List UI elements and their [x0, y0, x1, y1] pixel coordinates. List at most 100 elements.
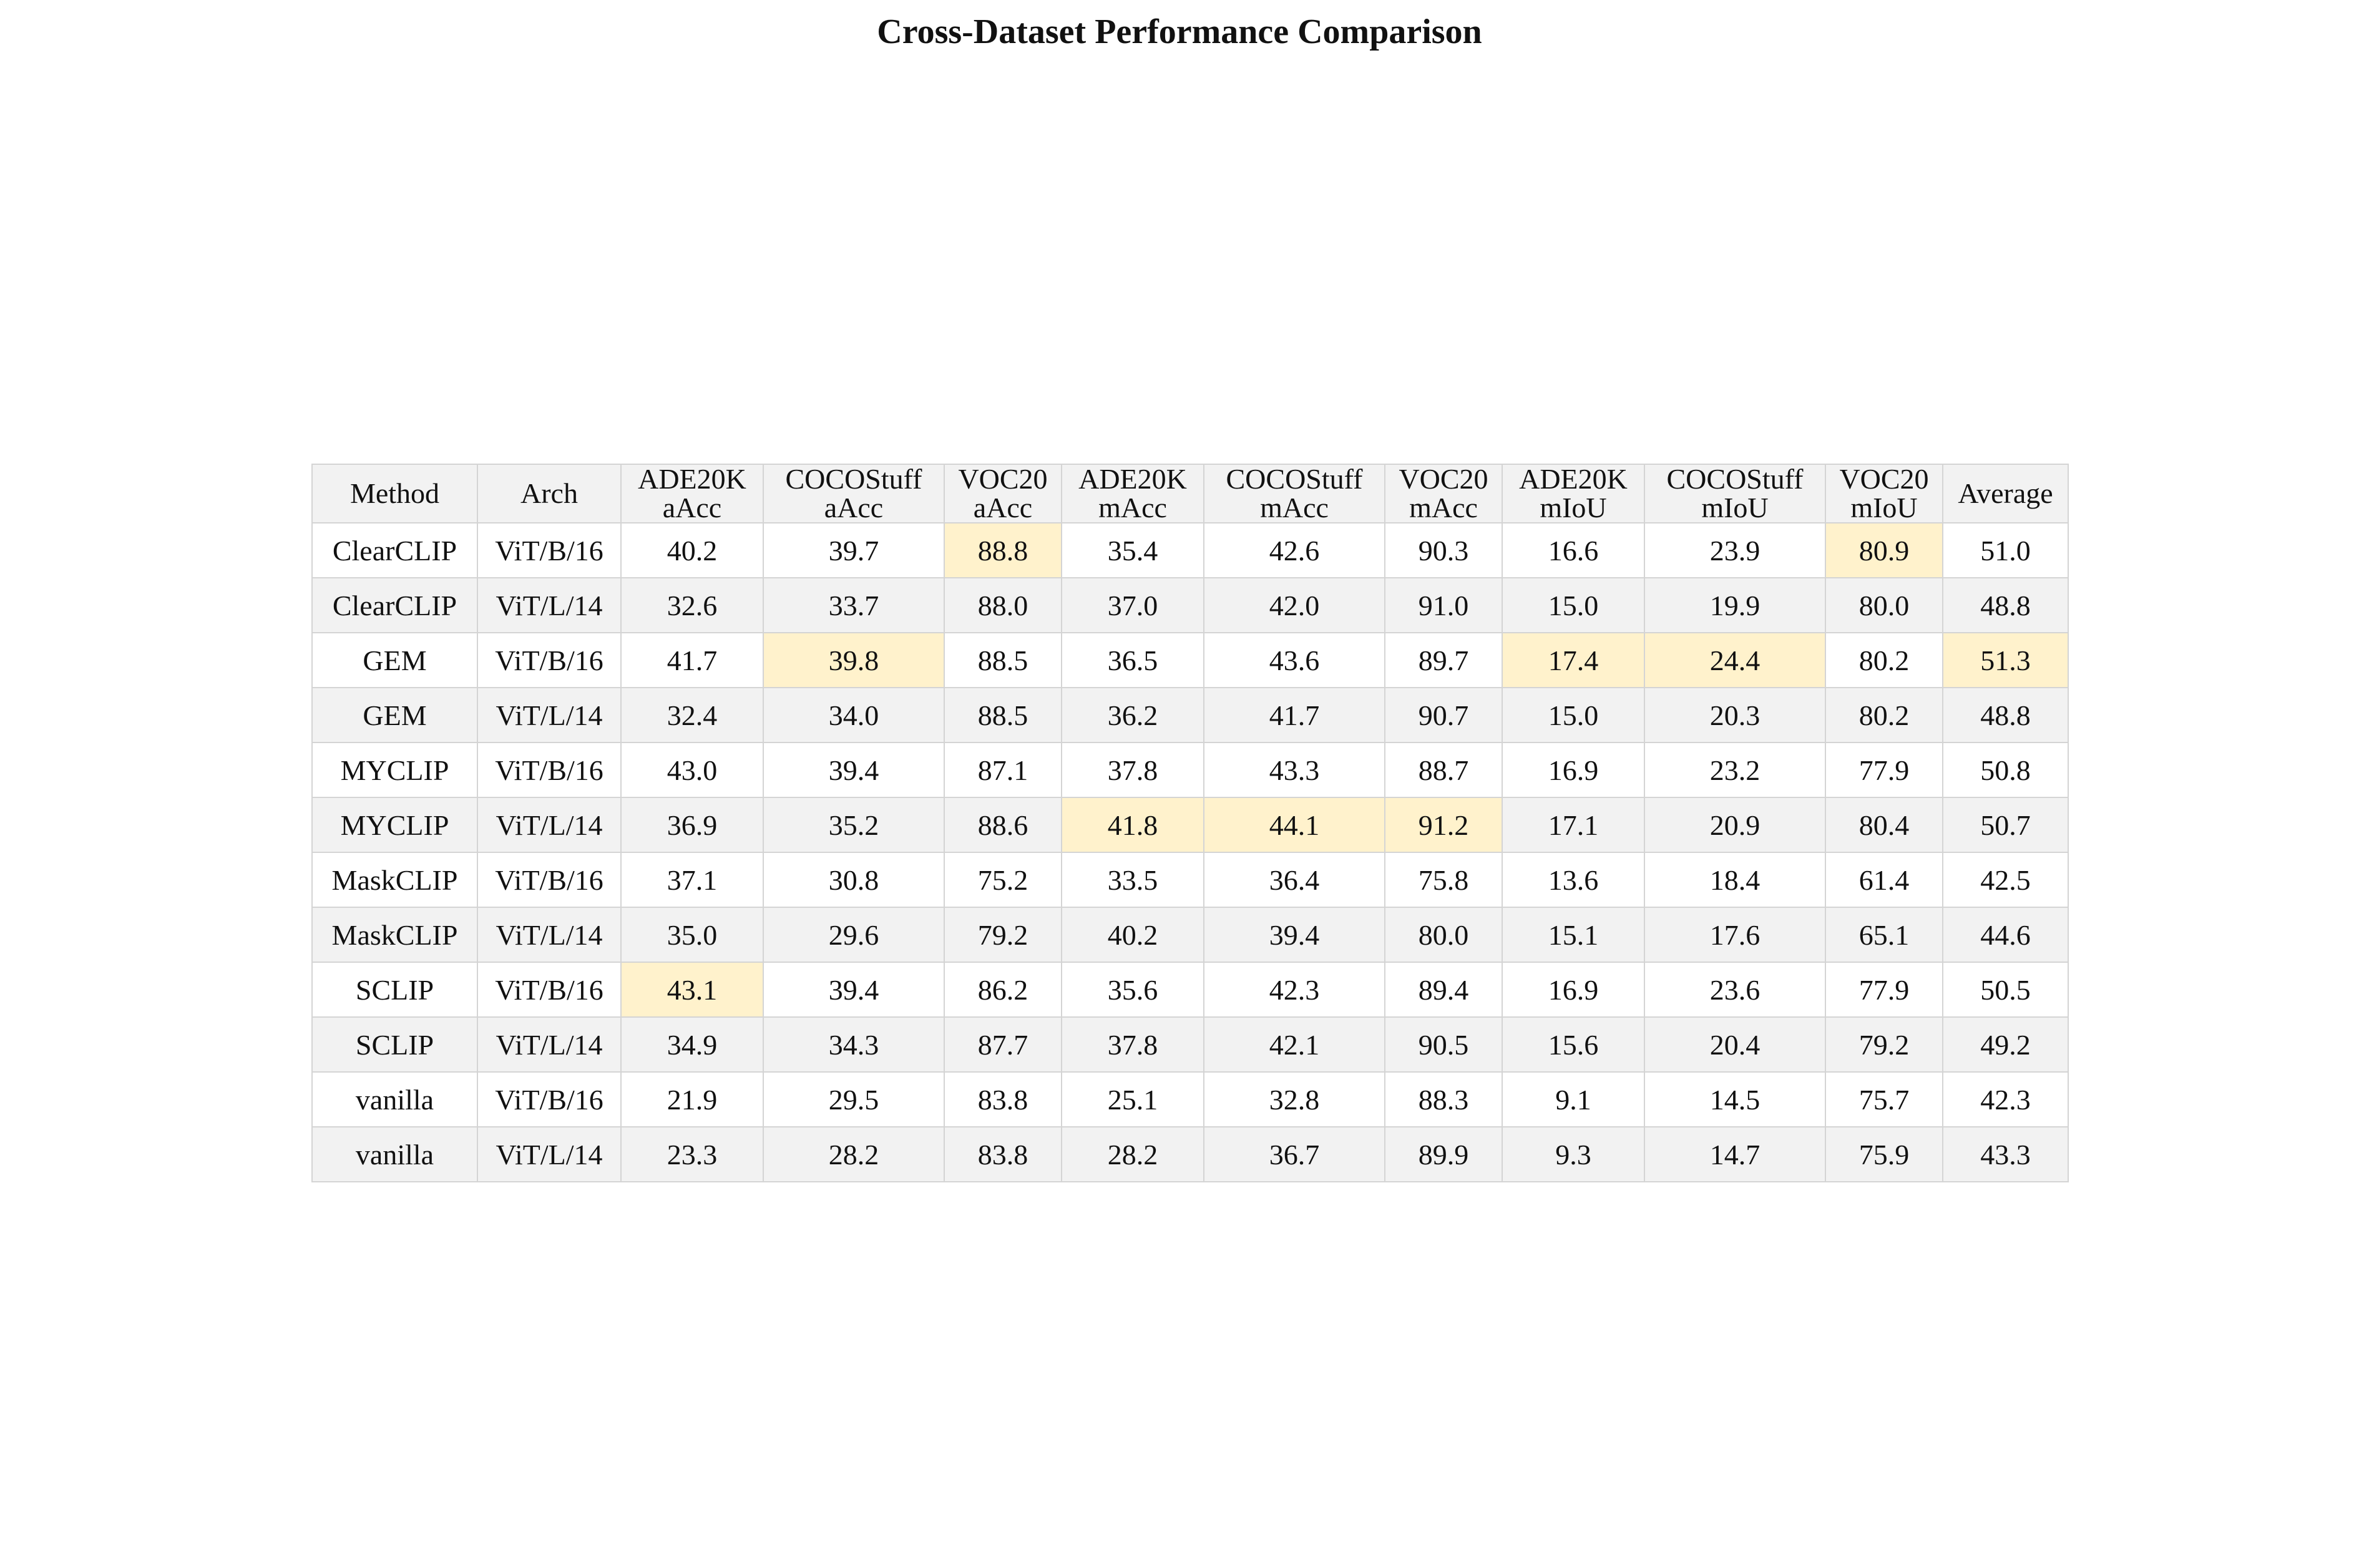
table-row: SCLIP ViT/B/16 43.1 39.4 86.2 35.6 42.3 89.4 16.… — [311, 962, 2069, 1018]
cell-method: MYCLIP — [311, 797, 478, 853]
cell-arch: ViT/L/14 — [477, 797, 622, 853]
column-header-voc-aacc: VOC20 aAcc — [944, 464, 1062, 523]
column-header-coco-miou: COCOStuff mIoU — [1644, 464, 1826, 523]
cell-ade-miou: 15.6 — [1502, 1016, 1645, 1073]
column-header-coco-aacc: COCOStuff aAcc — [763, 464, 945, 523]
cell-ade-miou: 16.6 — [1502, 522, 1645, 578]
cell-coco-macc: 32.8 — [1203, 1071, 1385, 1127]
cell-voc-miou: 75.9 — [1825, 1126, 1943, 1182]
cell-arch: ViT/B/16 — [477, 632, 622, 688]
cell-arch: ViT/B/16 — [477, 1071, 622, 1127]
cell-voc-aacc: 88.0 — [944, 577, 1062, 633]
cell-arch: ViT/L/14 — [477, 1126, 622, 1182]
cell-ade-macc: 36.2 — [1061, 687, 1204, 743]
cell-coco-miou: 19.9 — [1644, 577, 1826, 633]
cell-voc-miou: 80.0 — [1825, 577, 1943, 633]
cell-coco-miou: 20.9 — [1644, 797, 1826, 853]
cell-ade-aacc: 35.0 — [620, 907, 764, 963]
cell-voc-aacc: 83.8 — [944, 1126, 1062, 1182]
cell-coco-macc: 43.6 — [1203, 632, 1385, 688]
cell-ade-aacc: 21.9 — [620, 1071, 764, 1127]
cell-ade-miou: 9.1 — [1502, 1071, 1645, 1127]
cell-voc-macc: 89.9 — [1384, 1126, 1503, 1182]
cell-coco-aacc: 35.2 — [763, 797, 945, 853]
column-header-average: Average — [1942, 464, 2069, 523]
cell-ade-macc: 41.8 — [1061, 797, 1204, 853]
cell-voc-aacc: 75.2 — [944, 852, 1062, 908]
column-header-line: ADE20K — [1078, 464, 1187, 495]
cell-ade-miou: 15.1 — [1502, 907, 1645, 963]
cell-ade-aacc: 32.4 — [620, 687, 764, 743]
column-header-line: mIoU — [1701, 492, 1769, 523]
table-row: MYCLIP ViT/B/16 43.0 39.4 87.1 37.8 43.3 88.7 16… — [311, 742, 2069, 798]
column-header-ade-aacc: ADE20K aAcc — [620, 464, 764, 523]
table-body: ClearCLIP ViT/B/16 40.2 39.7 88.8 35.4 42.6 90.… — [311, 522, 2069, 1182]
cell-voc-macc: 89.4 — [1384, 962, 1503, 1018]
cell-ade-macc: 37.0 — [1061, 577, 1204, 633]
cell-method: MaskCLIP — [311, 852, 478, 908]
results-table: Method Arch ADE20K aAcc COCOStuff aAcc VOC20 aA… — [311, 464, 2069, 1182]
cell-coco-macc: 42.3 — [1203, 962, 1385, 1018]
cell-voc-macc: 88.7 — [1384, 742, 1503, 798]
cell-voc-aacc: 88.8 — [944, 522, 1062, 578]
cell-average: 43.3 — [1942, 1126, 2069, 1182]
table-row: GEM ViT/L/14 32.4 34.0 88.5 36.2 41.7 90.7 15.0 2… — [311, 687, 2069, 743]
cell-voc-aacc: 83.8 — [944, 1071, 1062, 1127]
column-header-line: COCOStuff — [1666, 464, 1804, 495]
cell-ade-macc: 36.5 — [1061, 632, 1204, 688]
cell-ade-miou: 17.1 — [1502, 797, 1645, 853]
column-header-line: Average — [1958, 477, 2053, 509]
cell-coco-miou: 23.9 — [1644, 522, 1826, 578]
cell-ade-macc: 37.8 — [1061, 1016, 1204, 1073]
cell-average: 49.2 — [1942, 1016, 2069, 1073]
cell-ade-aacc: 36.9 — [620, 797, 764, 853]
cell-voc-miou: 77.9 — [1825, 742, 1943, 798]
cell-ade-miou: 9.3 — [1502, 1126, 1645, 1182]
cell-voc-aacc: 87.1 — [944, 742, 1062, 798]
cell-coco-aacc: 29.5 — [763, 1071, 945, 1127]
cell-voc-macc: 80.0 — [1384, 907, 1503, 963]
cell-voc-miou: 77.9 — [1825, 962, 1943, 1018]
cell-voc-macc: 90.7 — [1384, 687, 1503, 743]
column-header-line: VOC20 — [1839, 464, 1929, 495]
cell-coco-macc: 36.4 — [1203, 852, 1385, 908]
table-row: ClearCLIP ViT/L/14 32.6 33.7 88.0 37.0 42.0 91.… — [311, 577, 2069, 633]
cell-ade-macc: 40.2 — [1061, 907, 1204, 963]
column-header-voc-macc: VOC20 mAcc — [1384, 464, 1503, 523]
column-header-method: Method — [311, 464, 478, 523]
column-header-line: aAcc — [824, 492, 884, 523]
cell-coco-macc: 36.7 — [1203, 1126, 1385, 1182]
cell-average: 50.5 — [1942, 962, 2069, 1018]
cell-coco-macc: 39.4 — [1203, 907, 1385, 963]
table-row: MYCLIP ViT/L/14 36.9 35.2 88.6 41.8 44.1 91.2 17… — [311, 797, 2069, 853]
cell-voc-miou: 80.2 — [1825, 687, 1943, 743]
cell-arch: ViT/L/14 — [477, 907, 622, 963]
column-header-line: mAcc — [1260, 492, 1329, 523]
cell-voc-aacc: 86.2 — [944, 962, 1062, 1018]
cell-coco-miou: 18.4 — [1644, 852, 1826, 908]
cell-coco-aacc: 39.4 — [763, 962, 945, 1018]
cell-ade-aacc: 40.2 — [620, 522, 764, 578]
column-header-line: aAcc — [662, 492, 722, 523]
column-header-line: mAcc — [1098, 492, 1167, 523]
cell-voc-macc: 90.5 — [1384, 1016, 1503, 1073]
cell-method: SCLIP — [311, 1016, 478, 1073]
cell-voc-miou: 75.7 — [1825, 1071, 1943, 1127]
cell-coco-miou: 17.6 — [1644, 907, 1826, 963]
cell-method: GEM — [311, 632, 478, 688]
table-row: vanilla ViT/B/16 21.9 29.5 83.8 25.1 32.8 88.3 9… — [311, 1071, 2069, 1127]
cell-ade-macc: 37.8 — [1061, 742, 1204, 798]
cell-coco-miou: 14.7 — [1644, 1126, 1826, 1182]
cell-voc-miou: 65.1 — [1825, 907, 1943, 963]
cell-voc-miou: 79.2 — [1825, 1016, 1943, 1073]
cell-coco-miou: 24.4 — [1644, 632, 1826, 688]
cell-coco-aacc: 39.4 — [763, 742, 945, 798]
column-header-voc-miou: VOC20 mIoU — [1825, 464, 1943, 523]
cell-voc-macc: 75.8 — [1384, 852, 1503, 908]
cell-ade-aacc: 32.6 — [620, 577, 764, 633]
cell-ade-aacc: 43.0 — [620, 742, 764, 798]
cell-ade-macc: 28.2 — [1061, 1126, 1204, 1182]
cell-method: SCLIP — [311, 962, 478, 1018]
cell-average: 51.3 — [1942, 632, 2069, 688]
column-header-line: ADE20K — [1519, 464, 1628, 495]
